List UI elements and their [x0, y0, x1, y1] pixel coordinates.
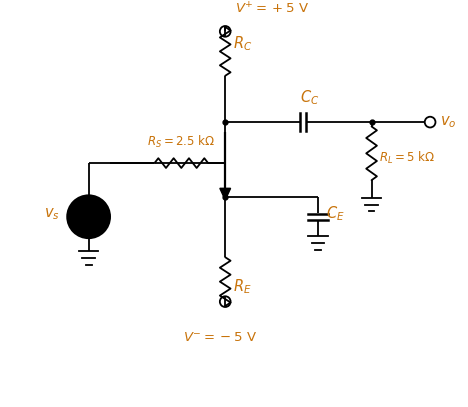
Text: $V^{+}=+5\ \mathrm{V}$: $V^{+}=+5\ \mathrm{V}$ — [235, 2, 309, 17]
Text: $R_C$: $R_C$ — [233, 34, 252, 53]
Text: $V^{-}=-5\ \mathrm{V}$: $V^{-}=-5\ \mathrm{V}$ — [183, 331, 257, 344]
Text: $C_E$: $C_E$ — [326, 204, 344, 223]
Text: $R_S=2.5\ \mathrm{k\Omega}$: $R_S=2.5\ \mathrm{k\Omega}$ — [147, 134, 215, 151]
Circle shape — [67, 195, 110, 238]
Text: $R_E$: $R_E$ — [233, 277, 252, 296]
Text: $v_s$: $v_s$ — [44, 206, 59, 222]
Polygon shape — [220, 188, 231, 200]
Text: $R_L=5\ \mathrm{k\Omega}$: $R_L=5\ \mathrm{k\Omega}$ — [380, 150, 436, 166]
Text: $C_C$: $C_C$ — [300, 89, 320, 107]
Text: $v_o$: $v_o$ — [440, 114, 456, 130]
